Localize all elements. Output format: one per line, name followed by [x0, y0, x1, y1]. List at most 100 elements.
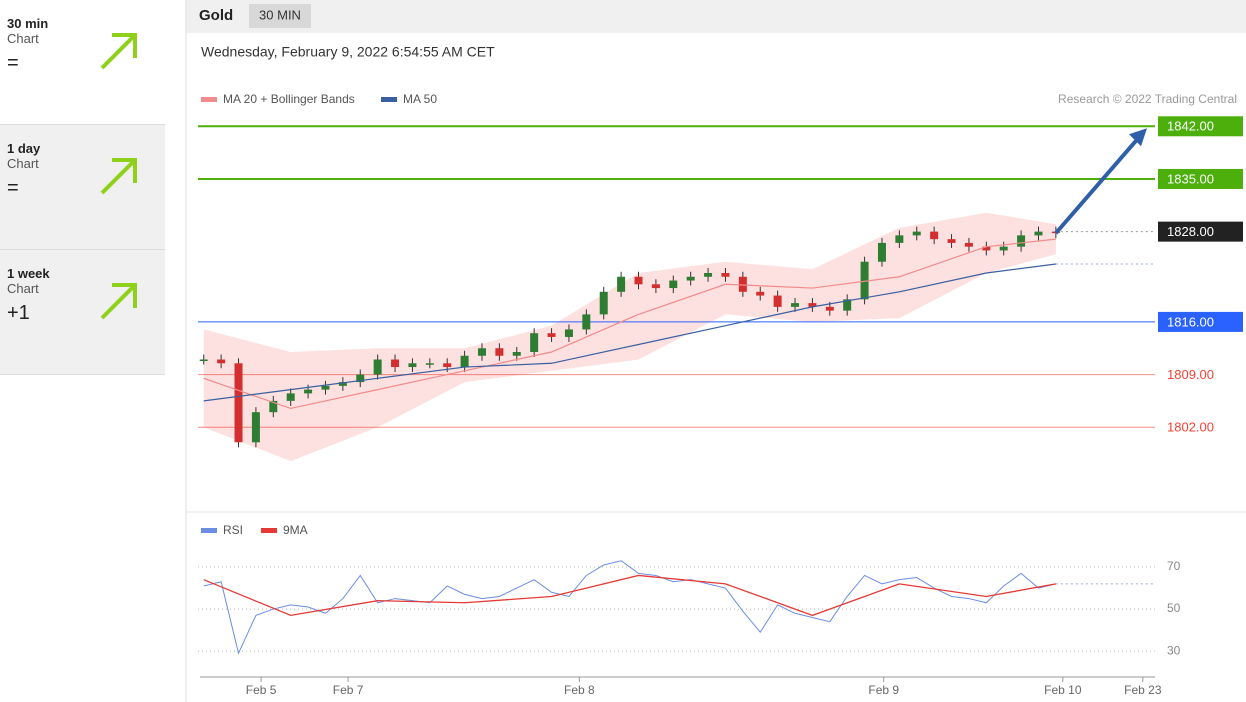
- legend-swatch: [261, 528, 277, 533]
- legend-label: MA 20 + Bollinger Bands: [223, 92, 355, 106]
- candle: [947, 239, 956, 243]
- bollinger-band: [203, 212, 1056, 462]
- candle: [651, 284, 660, 289]
- candle: [877, 242, 886, 262]
- x-tick-label: Feb 5: [246, 683, 277, 697]
- ma-line: [203, 238, 1056, 410]
- interval: 30 MIN: [259, 7, 301, 22]
- legend-label: MA 50: [403, 92, 437, 106]
- period: 1 day: [7, 141, 41, 156]
- target-arrow: [1054, 135, 1141, 235]
- trend-arrow: [100, 33, 137, 70]
- level-box: [1158, 311, 1243, 332]
- trend-arrow: [100, 283, 137, 320]
- copyright: Research © 2022 Trading Central: [1058, 92, 1237, 106]
- candle: [286, 393, 295, 401]
- candle: [773, 295, 782, 307]
- signal: =: [7, 52, 19, 74]
- x-tick-label: Feb 23: [1124, 683, 1162, 697]
- signal: +1: [7, 302, 30, 324]
- legend-swatch: [201, 528, 217, 533]
- period: 1 week: [7, 266, 50, 281]
- legend-swatch: [381, 97, 397, 102]
- level-label: 1809.00: [1167, 367, 1214, 382]
- candle: [373, 359, 382, 375]
- candle: [704, 273, 713, 277]
- x-tick-label: Feb 10: [1044, 683, 1082, 697]
- candle: [860, 261, 869, 300]
- level-box: [1158, 221, 1243, 242]
- x-tick-label: Feb 7: [333, 683, 364, 697]
- interval-box[interactable]: [249, 4, 311, 28]
- candle: [1017, 235, 1026, 247]
- candle: [686, 276, 695, 281]
- candle: [617, 276, 626, 292]
- candle: [530, 333, 539, 352]
- candle: [356, 374, 365, 383]
- candle: [669, 280, 678, 289]
- candle: [808, 303, 817, 307]
- ma-line: [203, 263, 1056, 402]
- candle: [564, 329, 573, 337]
- candle: [582, 314, 591, 330]
- level-label: 1816.00: [1167, 314, 1214, 329]
- period: 30 min: [7, 16, 49, 31]
- candle: [338, 382, 347, 386]
- candle: [999, 246, 1008, 251]
- candle: [825, 306, 834, 311]
- level-box: [1158, 116, 1243, 137]
- candle: [460, 355, 469, 368]
- signal: =: [7, 177, 19, 199]
- level-box: [1158, 168, 1243, 189]
- candle: [964, 242, 973, 247]
- candle: [495, 348, 504, 356]
- card-label: Chart: [7, 156, 39, 171]
- candle: [547, 333, 556, 337]
- candle: [1034, 231, 1043, 236]
- signal-card[interactable]: 1 day Chart =: [0, 125, 165, 250]
- candle: [199, 359, 208, 362]
- legend-label: 9MA: [283, 523, 308, 537]
- candle: [269, 400, 278, 413]
- timestamp: Wednesday, February 9, 2022 6:54:55 AM C…: [201, 44, 495, 60]
- candle: [738, 276, 747, 292]
- candle: [234, 363, 243, 443]
- sidebar: 30 min Chart = 1 day Chart = 1 week Char…: [0, 0, 165, 375]
- legend-label: RSI: [223, 523, 243, 537]
- candle: [425, 363, 434, 365]
- candle: [982, 246, 991, 251]
- legend-swatch: [201, 97, 217, 102]
- candle: [321, 385, 330, 390]
- candle: [304, 389, 313, 394]
- x-tick-label: Feb 8: [564, 683, 595, 697]
- candle: [599, 291, 608, 315]
- candle: [930, 231, 939, 240]
- header-bar: [186, 0, 1246, 33]
- candle: [512, 352, 521, 356]
- indicator-line: [203, 574, 1056, 617]
- level-label: 1802.00: [1167, 420, 1214, 435]
- y-tick-label: 70: [1167, 559, 1181, 573]
- level-label: 1835.00: [1167, 171, 1214, 186]
- card-label: Chart: [7, 281, 39, 296]
- y-tick-label: 50: [1167, 601, 1181, 615]
- candle: [217, 359, 226, 364]
- candle: [843, 299, 852, 311]
- indicator-line: [203, 560, 1056, 655]
- candle: [634, 276, 643, 285]
- signal-card[interactable]: 1 week Chart +1: [0, 250, 165, 375]
- candle: [756, 291, 765, 296]
- y-tick-label: 30: [1167, 643, 1181, 657]
- candle: [721, 273, 730, 277]
- signal-card[interactable]: 30 min Chart =: [0, 0, 165, 125]
- card-label: Chart: [7, 31, 39, 46]
- trend-arrow: [100, 158, 137, 195]
- level-label: 1828.00: [1167, 224, 1214, 239]
- candle: [895, 235, 904, 243]
- arrow-head: [1129, 128, 1147, 147]
- candle: [251, 412, 260, 443]
- x-tick-label: Feb 9: [868, 683, 899, 697]
- candle: [443, 363, 452, 368]
- candle: [791, 303, 800, 307]
